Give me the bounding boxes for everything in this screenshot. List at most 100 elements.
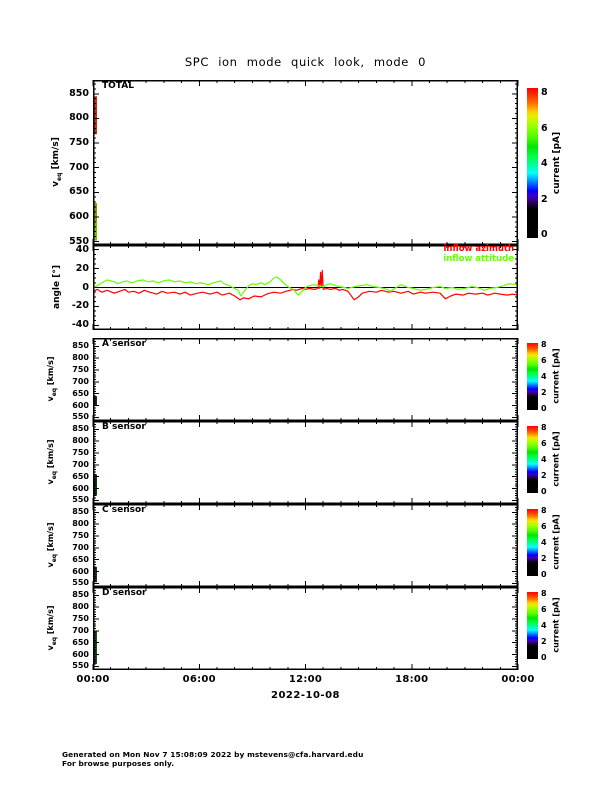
panel-c-sensor: C sensor bbox=[92, 504, 519, 587]
legend-inflow-azimuth: inflow azimuth bbox=[443, 244, 514, 254]
panel-b-sensor: B sensor bbox=[92, 421, 519, 504]
colorbar-tick-label: 4 bbox=[541, 621, 547, 631]
panel-c-canvas bbox=[92, 504, 519, 587]
panel-a-sensor: A sensor bbox=[92, 338, 519, 421]
x-axis-date-label: 2022-10-08 bbox=[271, 690, 340, 701]
panel-b-label: B sensor bbox=[102, 422, 146, 432]
panel-b-canvas bbox=[92, 421, 519, 504]
colorbar-tick-label: 8 bbox=[541, 506, 547, 516]
panel-a-label: A sensor bbox=[102, 339, 146, 349]
y-tick-label: 850 bbox=[72, 341, 89, 351]
panel-total: TOTAL bbox=[92, 80, 519, 245]
colorbar-tick-label: 4 bbox=[541, 372, 547, 382]
colorbar-tick-label: 2 bbox=[541, 193, 548, 205]
colorbar-label-c: current [pA] bbox=[551, 514, 561, 570]
x-tick-label: 06:00 bbox=[182, 674, 216, 685]
x-tick-label: 12:00 bbox=[288, 674, 323, 685]
colorbar-tick-label: 4 bbox=[541, 538, 547, 548]
colorbar-tick-label: 8 bbox=[541, 87, 548, 99]
y-tick-label: 600 bbox=[72, 483, 89, 493]
y-tick-label: 850 bbox=[69, 87, 89, 99]
panel-total-canvas bbox=[92, 80, 519, 245]
panel-a-canvas bbox=[92, 338, 519, 421]
y-tick-label: 20 bbox=[75, 262, 89, 274]
panel-total-label: TOTAL bbox=[102, 81, 134, 91]
y-tick-label: 800 bbox=[72, 353, 89, 363]
colorbar-tick-label: 0 bbox=[541, 229, 548, 241]
y-tick-label: 550 bbox=[72, 495, 89, 505]
y-tick-label: 700 bbox=[72, 542, 89, 552]
legend-inflow-attitude: inflow attitude bbox=[443, 253, 514, 264]
colorbar-total bbox=[527, 88, 538, 238]
y-tick-label: 750 bbox=[72, 448, 89, 457]
y-tick-label: 850 bbox=[72, 507, 89, 517]
y-tick-label: 600 bbox=[72, 649, 89, 659]
footer-generated-line: Generated on Mon Nov 7 15:08:09 2022 by … bbox=[62, 750, 364, 759]
y-tick-label: 800 bbox=[69, 112, 89, 124]
y-tick-label: 550 bbox=[69, 235, 89, 247]
y-tick-label: 700 bbox=[72, 625, 89, 635]
footer-browse-line: For browse purposes only. bbox=[62, 759, 175, 768]
angle-legend: inflow azimuth inflow attitude bbox=[443, 244, 514, 264]
y-tick-label: 850 bbox=[72, 590, 89, 600]
y-tick-label: 700 bbox=[72, 376, 89, 386]
colorbar-tick-label: 6 bbox=[541, 439, 547, 449]
y-tick-label: 750 bbox=[72, 365, 89, 374]
panel-angle-canvas bbox=[92, 245, 519, 330]
panel-d-label: D sensor bbox=[102, 588, 147, 598]
colorbar-a bbox=[527, 343, 538, 410]
y-tick-label: 650 bbox=[72, 554, 89, 564]
plot-title: SPC ion mode quick look, mode 0 bbox=[184, 55, 427, 69]
colorbar-tick-label: 2 bbox=[541, 470, 547, 480]
x-tick-label: 00:00 bbox=[501, 674, 535, 685]
colorbar-tick-label: 8 bbox=[541, 423, 547, 433]
colorbar-tick-label: 0 bbox=[541, 403, 547, 413]
panel-d-sensor: D sensor bbox=[92, 587, 519, 670]
y-tick-label: 550 bbox=[72, 661, 89, 671]
y-tick-label: 650 bbox=[69, 186, 89, 198]
colorbar-tick-label: 2 bbox=[541, 553, 547, 563]
colorbar-tick-label: 8 bbox=[541, 340, 547, 350]
y-tick-label: -40 bbox=[71, 319, 89, 331]
y-tick-label: 750 bbox=[72, 531, 89, 540]
colorbar-tick-label: 0 bbox=[541, 486, 547, 496]
y-tick-label: 700 bbox=[72, 459, 89, 469]
y-tick-label: 600 bbox=[72, 566, 89, 576]
y-tick-label: 550 bbox=[72, 578, 89, 588]
colorbar-gradient bbox=[527, 426, 538, 493]
y-tick-label: 600 bbox=[69, 210, 89, 222]
panel-angle: inflow azimuth inflow attitude bbox=[92, 244, 519, 330]
colorbar-tick-label: 4 bbox=[541, 158, 548, 170]
colorbar-tick-label: 6 bbox=[541, 122, 548, 134]
y-tick-label: 800 bbox=[72, 436, 89, 446]
colorbar-tick-label: 0 bbox=[541, 569, 547, 579]
colorbar-gradient bbox=[527, 88, 538, 238]
y-tick-label: 0 bbox=[82, 281, 89, 293]
colorbar-label-total: current [pA] bbox=[552, 131, 562, 195]
colorbar-tick-label: 6 bbox=[541, 356, 547, 366]
colorbar-label-b: current [pA] bbox=[551, 431, 561, 487]
x-tick-label: 00:00 bbox=[76, 674, 110, 685]
colorbar-gradient bbox=[527, 343, 538, 410]
y-tick-label: 750 bbox=[72, 614, 89, 623]
colorbar-c bbox=[527, 509, 538, 576]
y-tick-label: 650 bbox=[72, 388, 89, 398]
colorbar-tick-label: 6 bbox=[541, 522, 547, 532]
colorbar-tick-label: 8 bbox=[541, 589, 547, 599]
y-tick-label: 650 bbox=[72, 471, 89, 481]
y-tick-label: 40 bbox=[75, 243, 89, 255]
y-tick-label: 700 bbox=[69, 161, 89, 173]
y-tick-label: 800 bbox=[72, 519, 89, 529]
colorbar-tick-label: 2 bbox=[541, 636, 547, 646]
colorbar-label-a: current [pA] bbox=[551, 348, 561, 404]
colorbar-label-d: current [pA] bbox=[551, 597, 561, 653]
y-tick-label: -20 bbox=[71, 300, 89, 312]
y-tick-label: 550 bbox=[72, 412, 89, 422]
y-tick-label: 750 bbox=[69, 137, 89, 149]
y-tick-label: 650 bbox=[72, 637, 89, 647]
panel-c-label: C sensor bbox=[102, 505, 146, 515]
colorbar-tick-label: 4 bbox=[541, 455, 547, 465]
colorbar-d bbox=[527, 592, 538, 659]
y-tick-label: 850 bbox=[72, 424, 89, 434]
